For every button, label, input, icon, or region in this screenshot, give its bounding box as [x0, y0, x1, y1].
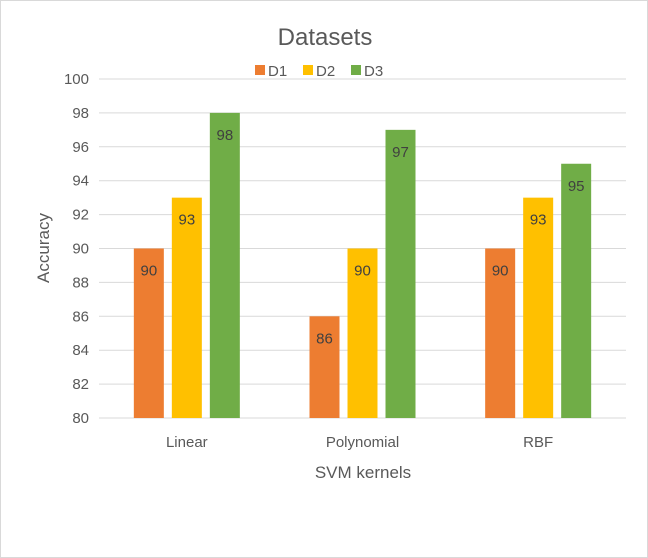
legend-label: D1 [268, 63, 287, 80]
x-tick-label: Polynomial [326, 434, 399, 451]
y-tick-label: 100 [64, 71, 89, 88]
bar-d1-rbf [485, 248, 516, 418]
data-label: 93 [530, 212, 547, 229]
y-tick-label: 80 [72, 410, 89, 427]
bar-d1-linear [133, 248, 164, 418]
bar-d2-polynomial [347, 248, 378, 418]
data-label: 97 [392, 144, 409, 161]
y-tick-label: 96 [72, 139, 89, 156]
y-tick-label: 84 [72, 342, 89, 359]
x-tick-label: Linear [166, 434, 208, 451]
y-tick-label: 90 [72, 241, 89, 258]
data-labels: 90 93 98 86 90 97 90 93 95 [140, 127, 584, 347]
data-label: 98 [216, 127, 233, 144]
x-axis-label: SVM kernels [315, 463, 411, 482]
data-label: 93 [178, 212, 195, 229]
legend-label: D3 [364, 63, 383, 80]
y-tick-label: 92 [72, 207, 89, 224]
legend-swatch [351, 65, 361, 75]
data-label: 90 [492, 263, 509, 280]
data-label: 90 [140, 263, 157, 280]
y-tick-label: 86 [72, 308, 89, 325]
legend-swatch [303, 65, 313, 75]
bar-d3-rbf [561, 163, 592, 418]
y-tick-label: 82 [72, 376, 89, 393]
bar-d3-polynomial [385, 129, 416, 418]
x-tick-label: RBF [523, 434, 553, 451]
bar-d2-linear [171, 197, 202, 418]
bar-d1-polynomial [309, 316, 340, 418]
y-tick-label: 98 [72, 105, 89, 122]
y-axis-label: Accuracy [34, 213, 53, 283]
y-tick-label: 88 [72, 274, 89, 291]
bars [133, 112, 592, 419]
bar-d3-linear [209, 112, 240, 419]
x-axis-ticks: Linear Polynomial RBF [166, 434, 553, 451]
data-label: 90 [354, 263, 371, 280]
legend-swatch [255, 65, 265, 75]
y-axis-ticks: 80 82 84 86 88 90 92 94 96 98 100 [64, 71, 89, 427]
chart-title: Datasets [278, 24, 373, 51]
bar-d2-rbf [523, 197, 554, 418]
legend: D1 D2 D3 [255, 63, 383, 80]
data-label: 95 [568, 178, 585, 195]
legend-label: D2 [316, 63, 335, 80]
data-label: 86 [316, 330, 333, 347]
y-tick-label: 94 [72, 173, 89, 190]
